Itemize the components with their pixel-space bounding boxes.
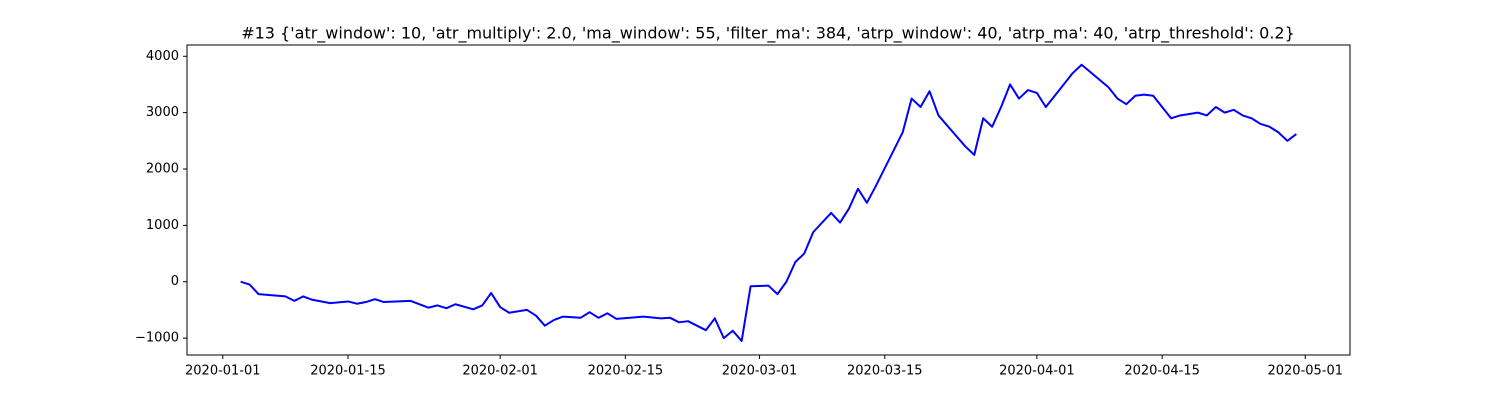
- x-tick-label: 2020-05-01: [1267, 364, 1343, 379]
- x-tick-label: 2020-02-01: [462, 364, 538, 379]
- y-tick-label: 0: [171, 274, 179, 289]
- x-tick-label: 2020-01-15: [310, 364, 386, 379]
- y-tick-label: 1000: [146, 218, 179, 233]
- y-tick-label: 3000: [146, 105, 179, 120]
- y-tick-label: −1000: [135, 331, 179, 346]
- x-tick-label: 2020-04-01: [999, 364, 1075, 379]
- x-tick-label: 2020-03-01: [722, 364, 798, 379]
- y-tick-label: 4000: [146, 49, 179, 64]
- x-tick-label: 2020-01-01: [185, 364, 261, 379]
- y-tick-label: 2000: [146, 162, 179, 177]
- line-series: [240, 63, 1297, 342]
- chart-title: #13 {'atr_window': 10, 'atr_multiply': 2…: [241, 24, 1295, 44]
- x-tick-label: 2020-03-15: [847, 364, 923, 379]
- x-tick-label: 2020-04-15: [1124, 364, 1200, 379]
- x-tick-label: 2020-02-15: [588, 364, 664, 379]
- plot-frame: [186, 44, 1351, 356]
